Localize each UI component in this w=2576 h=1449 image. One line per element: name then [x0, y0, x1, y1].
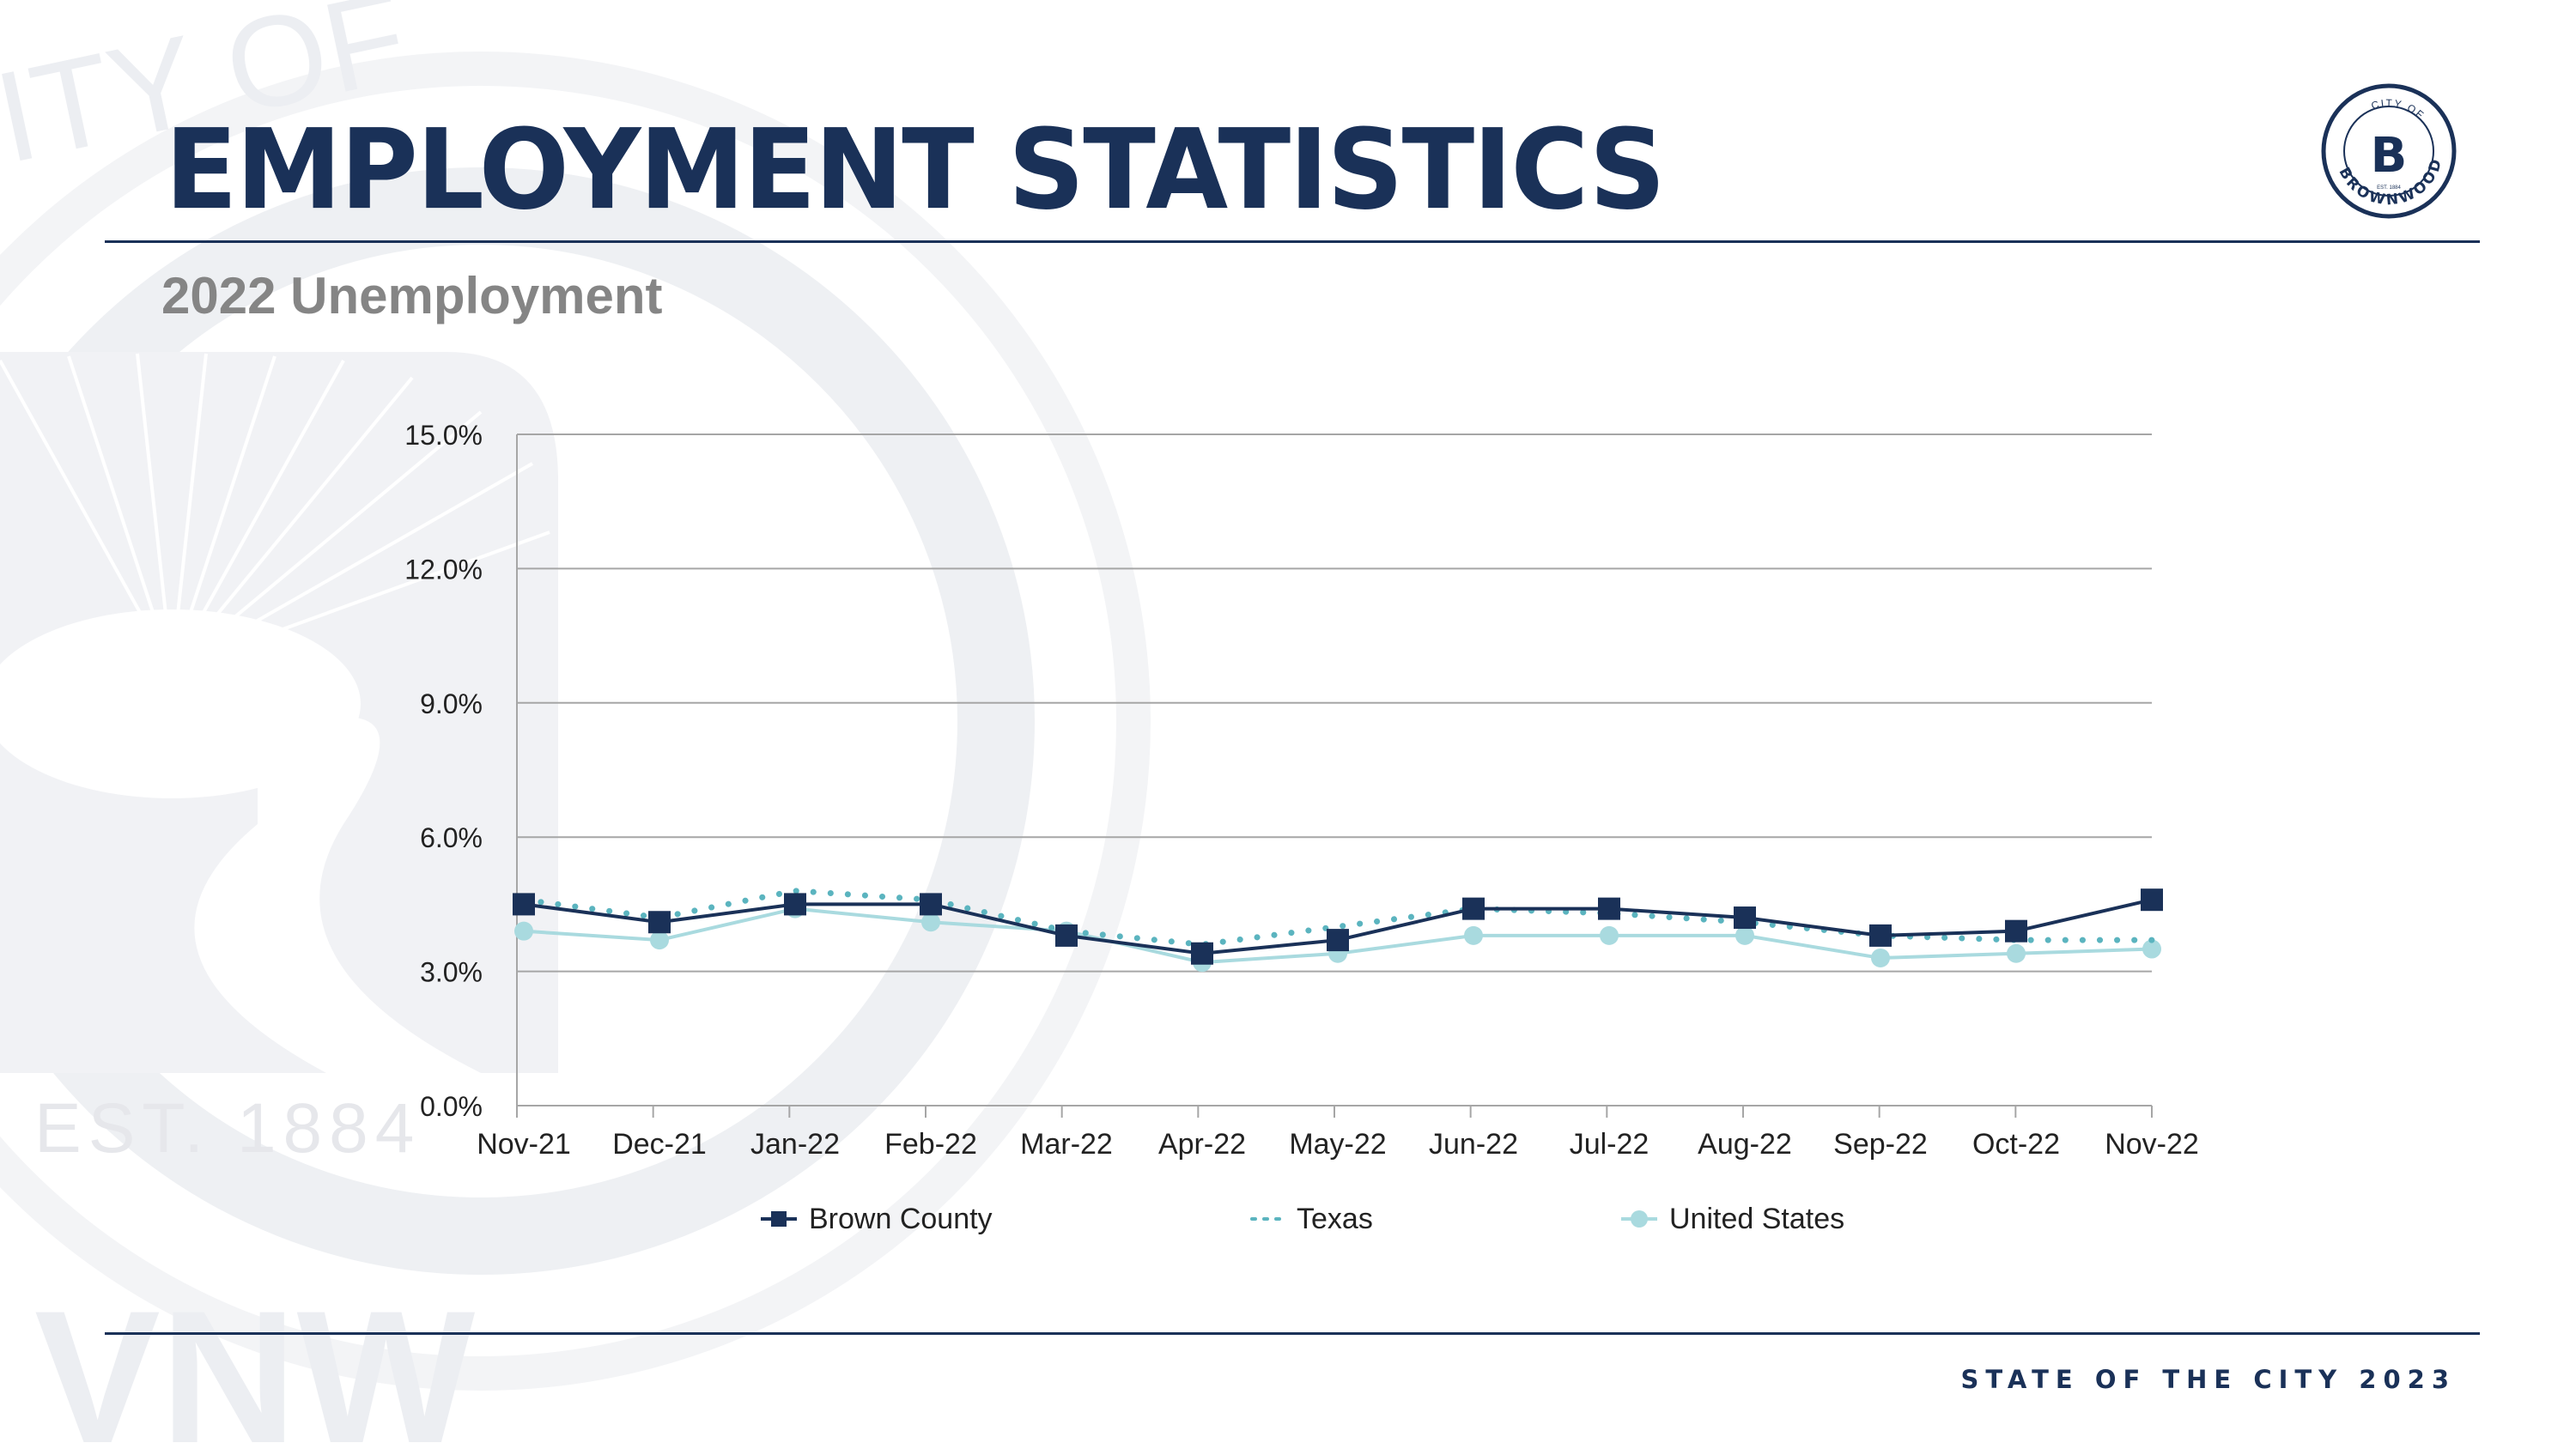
data-point-brown-county: [2005, 919, 2027, 943]
y-tick-label: 3.0%: [420, 957, 483, 988]
legend-label-texas: Texas: [1297, 1202, 1373, 1235]
svg-text:VNW: VNW: [34, 1271, 476, 1449]
page-title: EMPLOYMENT STATISTICS: [165, 106, 1666, 235]
legend-item-united-states: United States: [1621, 1193, 1844, 1245]
x-tick-label: Jan-22: [750, 1128, 840, 1161]
y-tick-label: 15.0%: [404, 420, 483, 451]
seal-est-text: EST. 1884: [2377, 185, 2401, 191]
data-point-brown-county: [1462, 897, 1485, 920]
watermark-est-text: EST. 1884: [34, 1089, 422, 1167]
data-point-united-states: [1871, 948, 1890, 967]
x-tick-label: Mar-22: [1020, 1128, 1113, 1161]
data-point-brown-county: [1869, 924, 1892, 947]
x-tick-label: Oct-22: [1972, 1128, 2060, 1161]
series-texas: [520, 888, 2155, 948]
y-tick-label: 12.0%: [404, 554, 483, 585]
chart-gridlines: [517, 433, 2152, 1106]
legend-swatch-brown-county: [761, 1211, 797, 1227]
x-tick-label: Nov-22: [2105, 1128, 2199, 1161]
header-divider: [105, 240, 2480, 243]
data-point-brown-county: [1191, 942, 1213, 965]
legend-item-brown-county: Brown County: [761, 1193, 993, 1245]
data-point-united-states: [1464, 925, 1483, 945]
seal-letter: B: [2371, 128, 2408, 184]
x-tick-label: Aug-22: [1698, 1128, 1792, 1161]
y-tick-label: 9.0%: [420, 688, 483, 719]
x-tick-label: May-22: [1289, 1128, 1386, 1161]
data-point-brown-county: [513, 893, 535, 916]
x-tick-label: Jul-22: [1570, 1128, 1649, 1161]
x-tick-label: Nov-21: [477, 1128, 571, 1161]
data-point-brown-county: [1055, 924, 1078, 947]
legend-label-brown-county: Brown County: [809, 1202, 993, 1235]
legend-item-texas: Texas: [1249, 1193, 1373, 1245]
x-tick-label: Dec-21: [612, 1128, 707, 1161]
data-point-united-states: [921, 912, 940, 932]
data-point-brown-county: [920, 893, 942, 916]
chart-subtitle: 2022 Unemployment: [161, 267, 663, 324]
legend-swatch-texas: [1250, 1217, 1285, 1221]
data-point-brown-county: [648, 911, 671, 934]
data-point-brown-county: [784, 893, 806, 916]
y-tick-label: 6.0%: [420, 822, 483, 853]
city-seal-logo: CITY OF BROWNWOOD B EST. 1884: [2321, 83, 2457, 219]
data-point-united-states: [650, 931, 669, 950]
series-line-texas: [520, 888, 2155, 948]
data-point-brown-county: [2141, 888, 2163, 912]
series-brown-county: [513, 888, 2163, 965]
footer-text: STATE OF THE CITY 2023: [1960, 1365, 2456, 1394]
chart-axes: 0.0% 3.0% 6.0% 9.0% 12.0% 15.0% Nov-21 Dec-21 Ja…: [404, 420, 2199, 1161]
data-point-united-states: [1600, 925, 1619, 945]
x-tick-label: Apr-22: [1158, 1128, 1246, 1161]
data-point-united-states: [2007, 943, 2026, 963]
x-tick-label: Sep-22: [1833, 1128, 1928, 1161]
data-point-united-states: [514, 921, 533, 941]
legend-label-united-states: United States: [1669, 1202, 1845, 1235]
data-point-united-states: [1735, 925, 1754, 945]
x-tick-label: Jun-22: [1429, 1128, 1518, 1161]
legend-swatch-united-states: [1621, 1210, 1657, 1228]
data-point-brown-county: [1598, 897, 1620, 920]
data-point-united-states: [2142, 939, 2161, 959]
data-point-brown-county: [1327, 929, 1349, 952]
data-point-brown-county: [1734, 906, 1756, 930]
x-tick-label: Feb-22: [884, 1128, 977, 1161]
chart-legend: Brown County Texas United States: [0, 1193, 2576, 1245]
footer-divider: [105, 1332, 2480, 1335]
chart-series: [513, 888, 2163, 973]
y-tick-label: 0.0%: [420, 1091, 483, 1122]
